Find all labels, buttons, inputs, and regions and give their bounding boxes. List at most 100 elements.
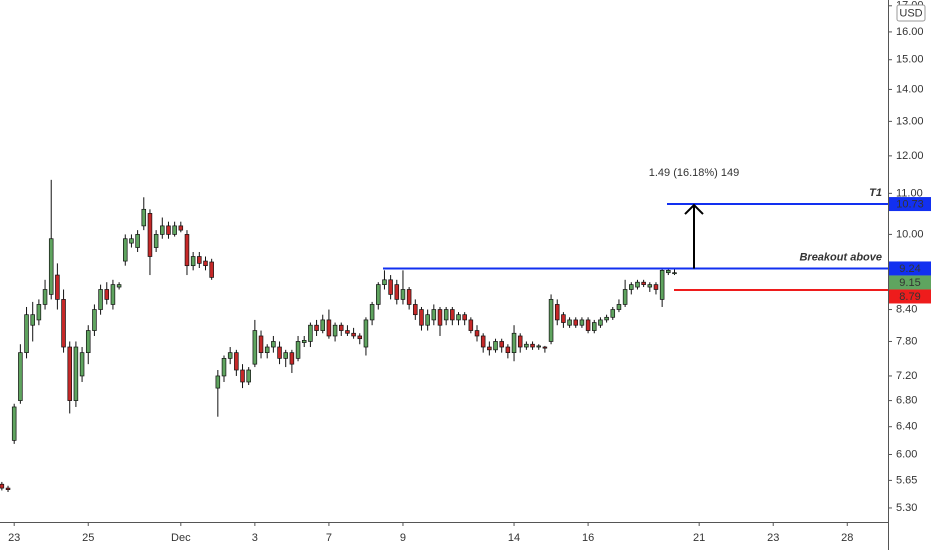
candle-body	[437, 309, 443, 326]
candle-body	[209, 261, 214, 278]
candle-body	[474, 330, 480, 337]
x-tick-label: 23	[767, 532, 779, 544]
y-tick-label: 12.00	[896, 150, 924, 162]
y-tick-label: 14.00	[896, 83, 924, 95]
candle-body	[338, 324, 344, 331]
candle-body	[524, 343, 529, 348]
candle-body	[55, 274, 60, 300]
candle-body	[258, 335, 264, 354]
candle-body	[530, 343, 535, 348]
candle-body	[388, 279, 393, 295]
candle-body	[382, 279, 387, 285]
level-note: T1	[869, 187, 882, 199]
x-tick-label: 21	[693, 532, 705, 544]
candle-body	[277, 346, 282, 359]
candle-body	[0, 483, 5, 489]
candle-body	[635, 281, 640, 288]
candle-body	[240, 369, 245, 383]
y-tick-label: 8.40	[896, 303, 917, 315]
candle-body	[79, 352, 85, 377]
y-tick-label: 15.00	[896, 54, 924, 66]
candle-body	[659, 269, 665, 300]
candle-body	[11, 406, 17, 441]
candle-body	[443, 309, 449, 321]
candle-body	[647, 284, 653, 288]
candle-body	[598, 319, 603, 326]
candle-body	[116, 284, 122, 288]
candle-body	[345, 330, 350, 334]
candle-body	[110, 284, 116, 305]
candle-body	[548, 299, 554, 342]
currency-label: USD	[899, 7, 922, 19]
candle-body	[376, 284, 381, 305]
candle-body	[203, 260, 208, 267]
candle-body	[215, 375, 221, 389]
candle-body	[308, 324, 313, 342]
price-tag-label: 9.24	[899, 263, 920, 275]
candle-body	[67, 346, 72, 401]
candle-body	[246, 369, 251, 383]
y-tick-label: 5.65	[896, 474, 917, 486]
candle-body	[85, 330, 91, 354]
y-tick-label: 10.00	[896, 228, 924, 240]
candle-body	[92, 309, 97, 331]
arrow-head	[684, 203, 704, 215]
candle-body	[190, 256, 196, 267]
level-note: Breakout above	[799, 251, 882, 263]
candle-body	[468, 319, 474, 331]
y-tick-label: 16.00	[896, 26, 924, 38]
candle-body	[283, 352, 288, 359]
y-tick-label: 6.80	[896, 394, 917, 406]
candle-body	[499, 341, 504, 348]
candle-body	[24, 314, 29, 354]
candle-body	[505, 346, 511, 354]
x-tick-label: 16	[582, 532, 594, 544]
x-tick-label: Dec	[171, 532, 191, 544]
candle-body	[141, 208, 147, 227]
price-tag-label: 9.15	[899, 277, 920, 289]
candle-body	[493, 341, 498, 351]
candle-body	[5, 487, 11, 491]
candle-body	[271, 341, 276, 348]
candle-body	[332, 324, 338, 337]
candle-body	[264, 346, 270, 354]
candle-body	[419, 309, 424, 326]
candle-body	[622, 289, 628, 305]
y-tick-label: 7.20	[896, 370, 917, 382]
x-tick-label: 28	[841, 532, 853, 544]
candle-body	[221, 358, 227, 377]
candle-body	[653, 284, 659, 290]
candle-body	[431, 309, 437, 321]
candle-body	[42, 289, 48, 305]
candle-body	[425, 314, 430, 326]
candle-body	[487, 346, 492, 351]
candle-body	[604, 316, 609, 321]
candle-body	[616, 304, 622, 310]
candle-body	[18, 352, 23, 401]
candle-body	[73, 346, 79, 401]
candle-body	[320, 319, 326, 331]
candle-body	[400, 289, 406, 300]
candle-body	[641, 281, 646, 285]
candle-body	[517, 335, 523, 348]
candle-body	[129, 238, 134, 244]
candle-body	[36, 304, 42, 321]
price-tag-label: 8.79	[899, 291, 920, 303]
candle-body	[672, 272, 677, 275]
candle-body	[579, 319, 585, 326]
candle-body	[104, 289, 110, 300]
candle-body	[591, 322, 597, 331]
candle-body	[295, 341, 301, 359]
y-tick-label: 11.00	[896, 187, 923, 199]
candle-body	[561, 314, 566, 323]
candle-body	[301, 340, 307, 343]
candle-body	[252, 330, 258, 365]
candle-body	[542, 346, 548, 349]
y-tick-label: 7.80	[896, 335, 917, 347]
y-tick-label: 5.30	[896, 502, 917, 514]
candle-body	[61, 299, 66, 348]
candle-body	[227, 352, 233, 359]
